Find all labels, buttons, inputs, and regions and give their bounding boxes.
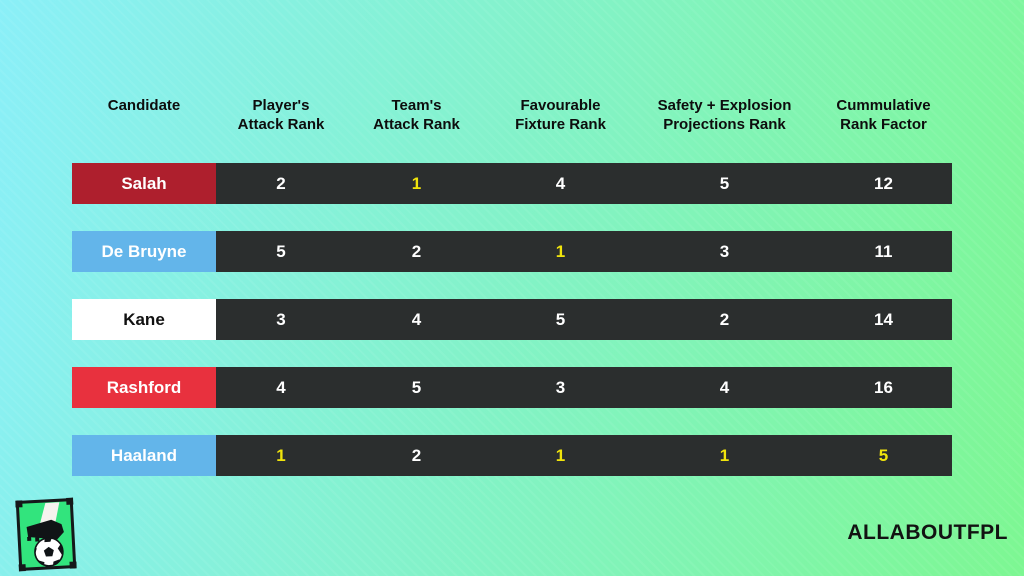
table-row-kane: Kane 3 4 5 2 14 [72, 299, 952, 340]
column-header-player-attack-rank: Player's Attack Rank [237, 97, 325, 133]
rank-value: 2 [719, 309, 730, 329]
column-header-safety-explosion-rank: Safety + Explosion Projections Rank [657, 97, 792, 133]
rank-cell: 1 [634, 435, 815, 476]
rank-cell: 5 [216, 231, 346, 272]
rank-cell: 4 [216, 367, 346, 408]
rank-value: 4 [719, 377, 730, 397]
rank-cell: 2 [346, 231, 487, 272]
rank-cell: 1 [487, 231, 634, 272]
rank-cell: 5 [815, 435, 952, 476]
candidate-label: De Bruyne [72, 231, 216, 272]
table-row-de-bruyne: De Bruyne 5 2 1 3 11 [72, 231, 952, 272]
rank-cell: 2 [634, 299, 815, 340]
rank-value: 1 [555, 241, 566, 261]
rank-value: 3 [276, 309, 286, 329]
rank-cell: 2 [346, 435, 487, 476]
column-header-team-attack-rank: Team's Attack Rank [373, 97, 460, 133]
table-row-rashford: Rashford 4 5 3 4 16 [72, 367, 952, 408]
candidate-label: Rashford [72, 367, 216, 408]
rank-value: 16 [874, 377, 893, 397]
column-header-favourable-fixture-rank: Favourable Fixture Rank [515, 97, 606, 133]
rank-cell: 1 [346, 163, 487, 204]
rank-value: 4 [411, 309, 422, 329]
rank-value: 1 [719, 445, 730, 465]
table-row-haaland: Haaland 1 2 1 1 5 [72, 435, 952, 476]
rank-value: 14 [874, 309, 893, 329]
rank-cell: 5 [487, 299, 634, 340]
rank-cell: 16 [815, 367, 952, 408]
column-header-cumulative-rank-factor: Cummulative Rank Factor [836, 97, 931, 133]
candidate-label: Kane [72, 299, 216, 340]
rank-value: 5 [878, 445, 889, 465]
rank-value: 2 [411, 445, 422, 465]
brand-wordmark: ALLABOUTFPL [847, 521, 1008, 544]
rank-value: 5 [719, 173, 730, 193]
rank-cell: 1 [216, 435, 346, 476]
rank-value: 2 [276, 173, 286, 193]
rank-value: 1 [411, 173, 422, 193]
rank-cell: 2 [216, 163, 346, 204]
rank-cell: 4 [487, 163, 634, 204]
rank-cell: 5 [634, 163, 815, 204]
rank-cell: 11 [815, 231, 952, 272]
rank-value: 3 [555, 377, 566, 397]
candidate-label: Salah [72, 163, 216, 204]
rank-cell: 4 [346, 299, 487, 340]
rank-value: 4 [555, 173, 566, 193]
rank-cell: 12 [815, 163, 952, 204]
football-boot-and-ball-icon [15, 497, 77, 572]
rank-cell: 5 [346, 367, 487, 408]
rank-value: 1 [276, 445, 286, 465]
rank-value: 5 [555, 309, 566, 329]
table-row-salah: Salah 2 1 4 5 12 [72, 163, 952, 204]
rank-value: 5 [411, 377, 422, 397]
rank-value: 5 [276, 241, 286, 261]
candidate-label: Haaland [72, 435, 216, 476]
rank-value: 11 [874, 241, 893, 261]
rank-value: 2 [411, 241, 422, 261]
rank-value: 3 [719, 241, 730, 261]
rank-value: 12 [874, 173, 893, 193]
column-header-candidate: Candidate [107, 97, 181, 114]
table-header-row: Candidate Player's Attack Rank Team's At… [72, 96, 952, 134]
rank-cell: 3 [487, 367, 634, 408]
rank-value: 4 [276, 377, 286, 397]
rank-cell: 4 [634, 367, 815, 408]
rank-value: 1 [555, 445, 566, 465]
rank-cell: 3 [216, 299, 346, 340]
rank-cell: 3 [634, 231, 815, 272]
rank-cell: 14 [815, 299, 952, 340]
rank-cell: 1 [487, 435, 634, 476]
